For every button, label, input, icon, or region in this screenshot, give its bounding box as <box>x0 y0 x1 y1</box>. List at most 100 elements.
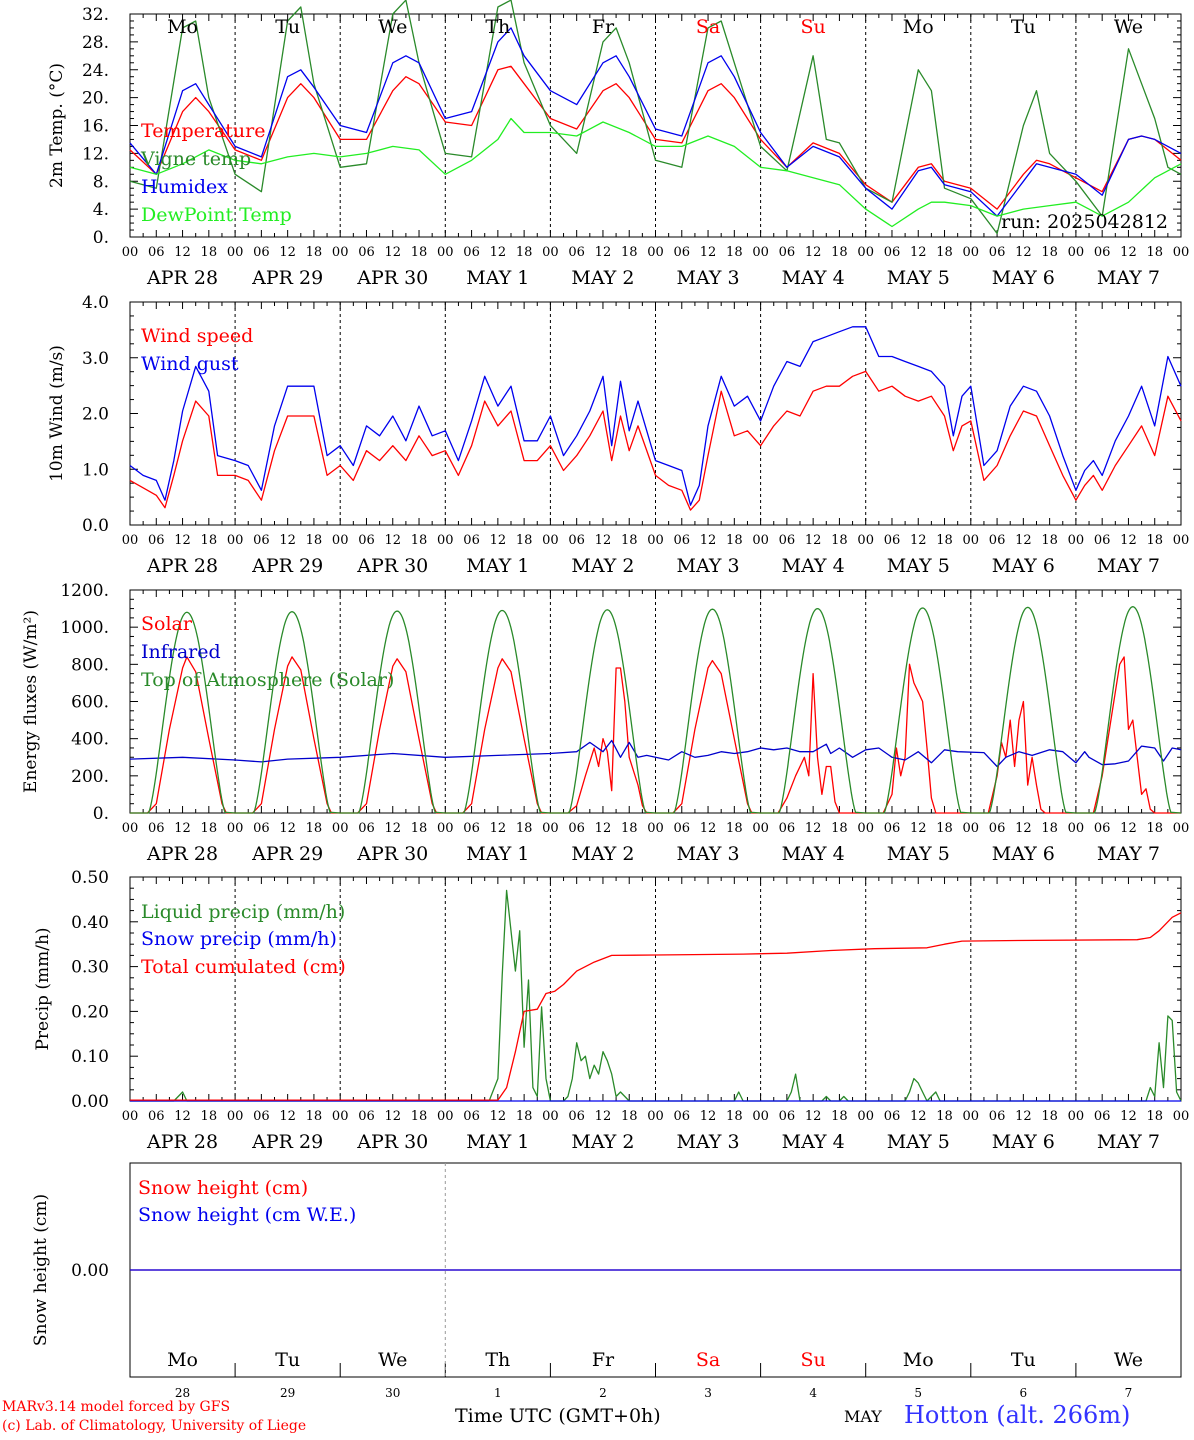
hour-label: 06 <box>463 533 480 548</box>
hour-label: 00 <box>752 533 769 548</box>
y-tick-label: 4.0 <box>82 293 109 313</box>
day-number-label: 5 <box>914 1386 922 1400</box>
date-label: MAY 7 <box>1097 267 1160 289</box>
date-label: MAY 2 <box>571 843 634 865</box>
hour-label: 06 <box>253 821 270 836</box>
hour-label: 00 <box>963 245 980 260</box>
weekday-label: Tu <box>1011 16 1036 38</box>
hour-label: 12 <box>279 1109 296 1124</box>
hour-label: 06 <box>884 1109 901 1124</box>
y-tick-label: 0.00 <box>71 1092 109 1112</box>
hour-label: 18 <box>201 1109 218 1124</box>
hour-label: 12 <box>700 821 717 836</box>
hour-label: 06 <box>674 821 691 836</box>
hour-label: 00 <box>332 1109 349 1124</box>
date-label: MAY 1 <box>466 1131 529 1153</box>
weekday-label: We <box>1114 1349 1143 1371</box>
date-label: APR 29 <box>251 843 323 865</box>
hour-label: 00 <box>647 821 664 836</box>
y-tick-label: 1000. <box>60 618 109 638</box>
date-label: MAY 2 <box>571 555 634 577</box>
legend-entry: Infrared <box>141 641 221 663</box>
series-line <box>129 65 1182 210</box>
panel-2: 0. 200. 400. 600. 800. 1000. 1200. Energy fluxe… <box>21 581 1189 865</box>
y-axis-title: Precip (mm/h) <box>33 927 53 1050</box>
date-label: MAY 6 <box>992 555 1055 577</box>
series-line <box>130 606 1182 814</box>
hour-label: 06 <box>358 821 375 836</box>
hour-label: 18 <box>1146 821 1163 836</box>
hour-label: 00 <box>1068 1109 1085 1124</box>
hour-label: 00 <box>963 533 980 548</box>
y-tick-label: 28. <box>82 33 109 53</box>
hour-label: 18 <box>621 821 638 836</box>
series-line <box>129 117 1182 228</box>
hour-label: 12 <box>1120 245 1137 260</box>
hour-label: 18 <box>831 1109 848 1124</box>
weekday-label: We <box>378 1349 407 1371</box>
hour-label: 00 <box>1173 821 1190 836</box>
hour-label: 06 <box>674 1109 691 1124</box>
hour-label: 00 <box>752 1109 769 1124</box>
hour-label: 06 <box>358 533 375 548</box>
hour-label: 06 <box>989 1109 1006 1124</box>
y-tick-label: 0.50 <box>71 868 109 888</box>
hour-label: 12 <box>1015 821 1032 836</box>
hour-label: 00 <box>1173 245 1190 260</box>
hour-label: 00 <box>647 245 664 260</box>
y-tick-label: 4. <box>93 200 109 220</box>
weekday-label: Tu <box>275 1349 300 1371</box>
hour-label: 06 <box>568 821 585 836</box>
hour-label: 00 <box>437 533 454 548</box>
hour-label: 12 <box>174 245 191 260</box>
hour-label: 12 <box>490 245 507 260</box>
hour-label: 12 <box>910 245 927 260</box>
hour-label: 12 <box>490 821 507 836</box>
hour-label: 12 <box>910 1109 927 1124</box>
date-label: MAY 3 <box>677 843 740 865</box>
hour-label: 00 <box>332 821 349 836</box>
model-credit: MARv3.14 model forced by GFS (c) Lab. of… <box>2 1398 306 1436</box>
hour-label: 18 <box>831 533 848 548</box>
hour-label: 00 <box>227 533 244 548</box>
hour-label: 06 <box>884 821 901 836</box>
hour-label: 06 <box>463 821 480 836</box>
series-line <box>130 889 1182 1102</box>
hour-label: 18 <box>936 1109 953 1124</box>
hour-label: 06 <box>568 533 585 548</box>
hour-label: 00 <box>542 533 559 548</box>
hour-label: 06 <box>253 1109 270 1124</box>
date-label: MAY 1 <box>466 843 529 865</box>
hour-label: 06 <box>463 1109 480 1124</box>
date-label: APR 30 <box>356 267 428 289</box>
hour-label: 12 <box>1120 821 1137 836</box>
hour-label: 18 <box>201 245 218 260</box>
hour-label: 18 <box>411 245 428 260</box>
y-tick-label: 0.10 <box>71 1047 109 1067</box>
hour-label: 18 <box>831 245 848 260</box>
hour-label: 12 <box>279 533 296 548</box>
y-tick-label: 3.0 <box>82 349 109 369</box>
hour-label: 18 <box>306 245 323 260</box>
date-label: MAY 7 <box>1097 843 1160 865</box>
hour-label: 12 <box>595 533 612 548</box>
panel-0: 0. 4. 8. 12. 16. 20. 24. 28. 32. 2m Temp. (°C) 00 0… <box>47 0 1189 289</box>
hour-label: 00 <box>1068 245 1085 260</box>
hour-label: 18 <box>306 533 323 548</box>
weekday-label: Mo <box>903 1349 934 1371</box>
hour-label: 06 <box>1094 533 1111 548</box>
hour-label: 06 <box>358 245 375 260</box>
y-tick-label: 0.0 <box>82 516 109 536</box>
hour-label: 06 <box>148 821 165 836</box>
hour-label: 18 <box>1041 245 1058 260</box>
hour-label: 06 <box>779 821 796 836</box>
hour-label: 12 <box>174 821 191 836</box>
hour-label: 12 <box>384 245 401 260</box>
date-label: APR 28 <box>146 1131 218 1153</box>
date-label: MAY 6 <box>992 1131 1055 1153</box>
hour-label: 06 <box>779 1109 796 1124</box>
hour-label: 06 <box>989 533 1006 548</box>
y-tick-label: 800. <box>71 655 109 675</box>
y-tick-label: 2.0 <box>82 405 109 425</box>
y-tick-label: 0. <box>93 804 109 824</box>
